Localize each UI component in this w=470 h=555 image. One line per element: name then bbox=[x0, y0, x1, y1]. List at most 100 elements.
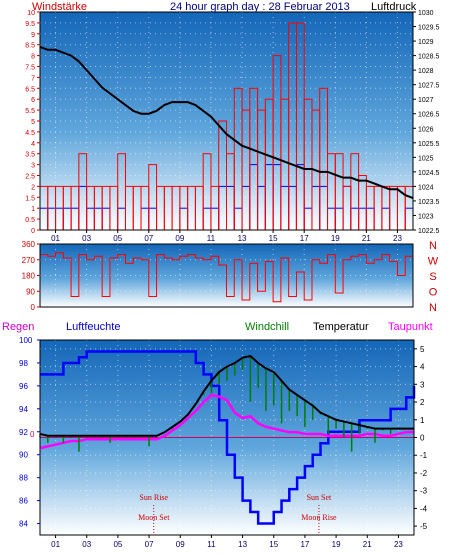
panel1-x-tick-label: 05 bbox=[113, 234, 122, 243]
panel3-right-tick-label: 4 bbox=[420, 363, 425, 372]
panel3-x-tick-label: 07 bbox=[145, 540, 154, 549]
panel1-left-tick-label: 0.5 bbox=[25, 217, 35, 224]
panel3-x-tick-label: 05 bbox=[113, 540, 122, 549]
panel1-left-tick-label: 3.5 bbox=[25, 152, 35, 159]
panel1-left-tick-label: 10 bbox=[27, 10, 35, 17]
panel-temperature-humidity: Sun Rise Moon Set Sun Set Moon Rise 84 86 88 9… bbox=[2, 321, 433, 549]
legend-regen: Regen bbox=[2, 321, 34, 333]
compass-label: S bbox=[429, 271, 436, 283]
panel1-left-tick-label: 5 bbox=[31, 119, 35, 126]
panel1-left-tick-label: 7 bbox=[31, 75, 35, 82]
panel1-x-tick-label: 07 bbox=[144, 234, 153, 243]
panel1-left-label: Windstärke bbox=[32, 1, 87, 13]
panel3-right-tick-label: -5 bbox=[420, 522, 428, 531]
panel1-x-tick-label: 03 bbox=[82, 234, 91, 243]
panel1-right-label: Luftdruck bbox=[371, 1, 417, 13]
legend-luftfeuchte: Luftfeuchte bbox=[66, 321, 120, 333]
panel2-left-axis-ticks: 0 90 180 270 360 bbox=[22, 240, 40, 312]
panel1-left-tick-label: 6.5 bbox=[25, 86, 35, 93]
panel1-left-tick-label: 1.5 bbox=[25, 195, 35, 202]
pressure-line bbox=[39, 45, 414, 199]
panel3-x-tick-label: 09 bbox=[176, 540, 185, 549]
panel1-left-tick-label: 4 bbox=[31, 141, 35, 148]
panel3-left-tick-label: 92 bbox=[19, 428, 28, 437]
panel1-left-tick-label: 0 bbox=[31, 228, 35, 235]
panel1-right-tick-label: 1026 bbox=[418, 126, 434, 133]
panel1-x-tick-label: 09 bbox=[175, 234, 184, 243]
panel2-left-tick-label: 360 bbox=[22, 240, 36, 249]
astro-event-label: Sun Rise bbox=[139, 493, 168, 502]
wind-direction-line bbox=[40, 252, 414, 304]
panel1-right-tick-label: 1023.5 bbox=[418, 199, 440, 206]
panel1-right-tick-label: 1027 bbox=[418, 97, 434, 104]
compass-label: N bbox=[429, 302, 437, 314]
panel1-left-axis-ticks: 0 0.5 1 1.5 2 2.5 3 3.5 4 4.5 5 5.5 6 6.5 7 7.5 8 8.5 9 9.5… bbox=[25, 10, 40, 235]
panel1-left-tick-label: 2 bbox=[31, 184, 35, 191]
panel3-x-tick-label: 23 bbox=[394, 540, 403, 549]
panel3-left-tick-label: 90 bbox=[19, 451, 28, 460]
panel3-right-tick-label: 5 bbox=[420, 345, 425, 354]
panel3-left-axis-ticks: 84 86 88 90 92 94 96 98 100 bbox=[19, 336, 40, 529]
panel1-left-tick-label: 6 bbox=[31, 97, 35, 104]
panel3-x-tick-label: 15 bbox=[269, 540, 278, 549]
panel1-right-tick-label: 1023 bbox=[418, 213, 434, 220]
panel1-right-tick-label: 1025.5 bbox=[418, 141, 440, 148]
panel1-left-tick-label: 3 bbox=[31, 163, 35, 170]
panel3-left-tick-label: 94 bbox=[19, 405, 28, 414]
compass-label: N bbox=[429, 240, 437, 252]
panel3-x-tick-label: 21 bbox=[363, 540, 372, 549]
panel1-left-tick-label: 1 bbox=[31, 206, 35, 213]
panel1-title: 24 hour graph day : 28 Februar 2013 bbox=[170, 1, 350, 13]
panel3-right-tick-label: 2 bbox=[420, 398, 425, 407]
panel1-x-tick-label: 13 bbox=[238, 234, 247, 243]
panel1-left-tick-label: 8 bbox=[31, 54, 35, 61]
panel3-right-tick-label: 3 bbox=[420, 380, 425, 389]
panel3-left-tick-label: 84 bbox=[19, 520, 28, 529]
panel2-left-tick-label: 270 bbox=[22, 256, 36, 265]
panel1-right-tick-label: 1024 bbox=[418, 184, 434, 191]
panel-wind-pressure: 0 0.5 1 1.5 2 2.5 3 3.5 4 4.5 5 5.5 6 6.5 7 7.5 8 8.5 9 9.5… bbox=[25, 1, 439, 243]
panel1-x-tick-label: 11 bbox=[207, 234, 216, 243]
panel1-left-tick-label: 8.5 bbox=[25, 43, 35, 50]
panel3-left-tick-label: 96 bbox=[19, 382, 28, 391]
panel1-x-tick-label: 01 bbox=[51, 234, 60, 243]
panel1-left-tick-label: 2.5 bbox=[25, 174, 35, 181]
panel3-left-tick-label: 88 bbox=[19, 474, 28, 483]
panel1-left-tick-label: 9.5 bbox=[25, 21, 35, 28]
panel3-left-tick-label: 86 bbox=[19, 497, 28, 506]
panel1-x-axis-ticks: 01 03 05 07 09 11 13 15 17 19 21 23 bbox=[51, 230, 402, 243]
panel1-right-tick-label: 1024.5 bbox=[418, 170, 440, 177]
panel3-left-tick-label: 100 bbox=[19, 336, 33, 345]
panel2-left-tick-label: 90 bbox=[26, 287, 35, 296]
panel3-x-tick-label: 19 bbox=[332, 540, 341, 549]
zero-marker-label: 0 bbox=[30, 430, 35, 439]
panel1-right-tick-label: 1022.5 bbox=[418, 228, 440, 235]
panel3-x-tick-label: 11 bbox=[207, 540, 216, 549]
panel1-x-tick-label: 19 bbox=[331, 234, 340, 243]
panel3-right-tick-label: -2 bbox=[420, 469, 428, 478]
panel1-x-tick-label: 17 bbox=[300, 234, 309, 243]
legend-taupunkt: Taupunkt bbox=[388, 321, 433, 333]
legend-windchill: Windchill bbox=[245, 321, 289, 333]
panel1-left-tick-label: 7.5 bbox=[25, 65, 35, 72]
panel3-x-tick-label: 01 bbox=[51, 540, 60, 549]
panel1-right-tick-label: 1030 bbox=[418, 10, 434, 17]
panel3-x-tick-label: 13 bbox=[238, 540, 247, 549]
panel3-right-tick-label: -3 bbox=[420, 487, 428, 496]
panel2-left-tick-label: 180 bbox=[22, 272, 36, 281]
panel2-left-tick-label: 0 bbox=[31, 303, 36, 312]
astro-event-label: Moon Set bbox=[138, 513, 170, 522]
astro-event-label: Moon Rise bbox=[301, 513, 337, 522]
panel3-right-tick-label: 0 bbox=[420, 434, 425, 443]
panel1-right-axis-ticks: 1022.5 1023 1023.5 1024 1024.5 1025 1025.5 1026… bbox=[413, 10, 440, 235]
astro-event-label: Sun Set bbox=[307, 493, 332, 502]
panel1-left-tick-label: 5.5 bbox=[25, 108, 35, 115]
temperature-line bbox=[39, 354, 414, 437]
panel1-right-tick-label: 1028.5 bbox=[418, 54, 440, 61]
compass-label: O bbox=[429, 287, 438, 299]
panel1-right-tick-label: 1029.5 bbox=[418, 25, 440, 32]
